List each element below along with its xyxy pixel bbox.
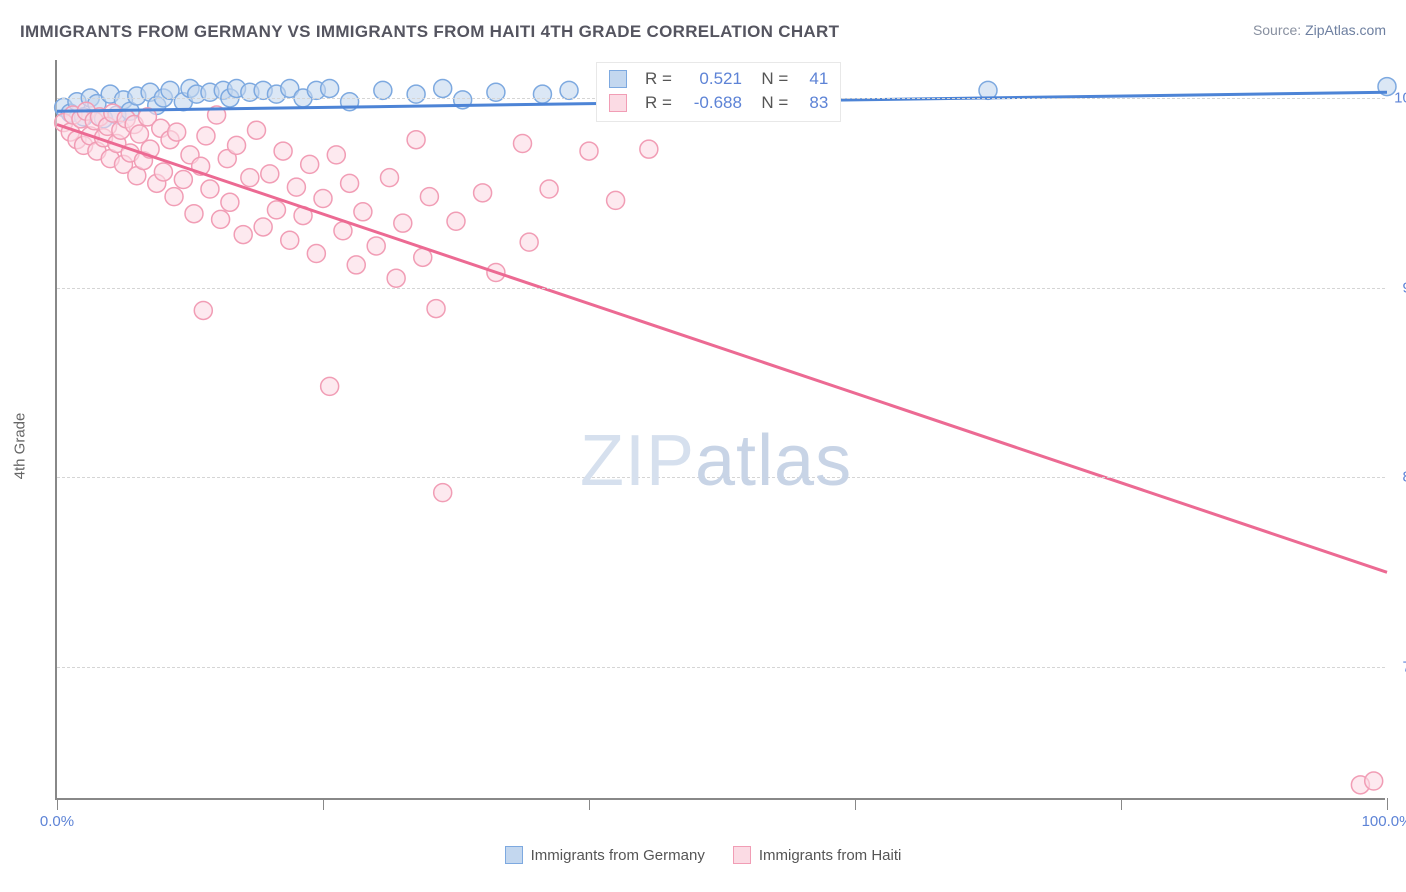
data-point (560, 81, 578, 99)
data-point (321, 377, 339, 395)
legend-footer: Immigrants from Germany Immigrants from H… (0, 846, 1406, 868)
data-point (194, 301, 212, 319)
y-tick-label: 90.0% (1402, 279, 1406, 296)
chart-title: IMMIGRANTS FROM GERMANY VS IMMIGRANTS FR… (20, 22, 839, 42)
stats-box: R = 0.521 N = 41R = -0.688 N = 83 (596, 62, 841, 122)
data-point (165, 188, 183, 206)
data-point (367, 237, 385, 255)
data-point (201, 180, 219, 198)
data-point (434, 484, 452, 502)
chart-plot-area: 70.0%80.0%90.0%100.0%0.0%100.0% (55, 60, 1385, 800)
data-point (514, 134, 532, 152)
y-tick-label: 80.0% (1402, 469, 1406, 486)
data-point (248, 121, 266, 139)
data-point (474, 184, 492, 202)
data-point (540, 180, 558, 198)
legend-item: Immigrants from Haiti (733, 846, 902, 864)
data-point (254, 218, 272, 236)
data-point (374, 81, 392, 99)
y-tick-label: 70.0% (1402, 659, 1406, 676)
data-point (407, 131, 425, 149)
source-link[interactable]: ZipAtlas.com (1305, 22, 1386, 38)
data-point (168, 123, 186, 141)
data-point (241, 169, 259, 187)
data-point (580, 142, 598, 160)
data-point (427, 300, 445, 318)
x-tick-label: 0.0% (40, 813, 74, 830)
data-point (130, 125, 148, 143)
data-point (640, 140, 658, 158)
data-point (154, 163, 172, 181)
data-point (520, 233, 538, 251)
legend-label: Immigrants from Germany (531, 847, 705, 864)
data-point (420, 188, 438, 206)
data-point (228, 136, 246, 154)
x-tick-label: 100.0% (1362, 813, 1406, 830)
series-swatch (609, 94, 627, 112)
data-point (447, 212, 465, 230)
stats-row: R = -0.688 N = 83 (609, 91, 828, 115)
data-point (354, 203, 372, 221)
data-point (281, 231, 299, 249)
chart-svg (57, 60, 1385, 798)
y-axis-title: 4th Grade (12, 413, 29, 480)
data-point (347, 256, 365, 274)
data-point (174, 171, 192, 189)
source-attribution: Source: ZipAtlas.com (1253, 22, 1386, 38)
data-point (307, 245, 325, 263)
data-point (261, 165, 279, 183)
data-point (327, 146, 345, 164)
legend-swatch (505, 846, 523, 864)
data-point (301, 155, 319, 173)
legend-item: Immigrants from Germany (505, 846, 705, 864)
series-swatch (609, 70, 627, 88)
data-point (407, 85, 425, 103)
data-point (274, 142, 292, 160)
data-point (287, 178, 305, 196)
data-point (434, 79, 452, 97)
data-point (267, 201, 285, 219)
data-point (321, 79, 339, 97)
data-point (234, 226, 252, 244)
data-point (197, 127, 215, 145)
data-point (221, 193, 239, 211)
data-point (533, 85, 551, 103)
data-point (607, 191, 625, 209)
data-point (381, 169, 399, 187)
data-point (212, 210, 230, 228)
data-point (341, 174, 359, 192)
data-point (394, 214, 412, 232)
legend-swatch (733, 846, 751, 864)
data-point (185, 205, 203, 223)
data-point (314, 190, 332, 208)
y-tick-label: 100.0% (1394, 89, 1406, 106)
data-point (1365, 772, 1383, 790)
legend-label: Immigrants from Haiti (759, 847, 902, 864)
stats-row: R = 0.521 N = 41 (609, 67, 828, 91)
trend-line (57, 125, 1387, 573)
data-point (387, 269, 405, 287)
